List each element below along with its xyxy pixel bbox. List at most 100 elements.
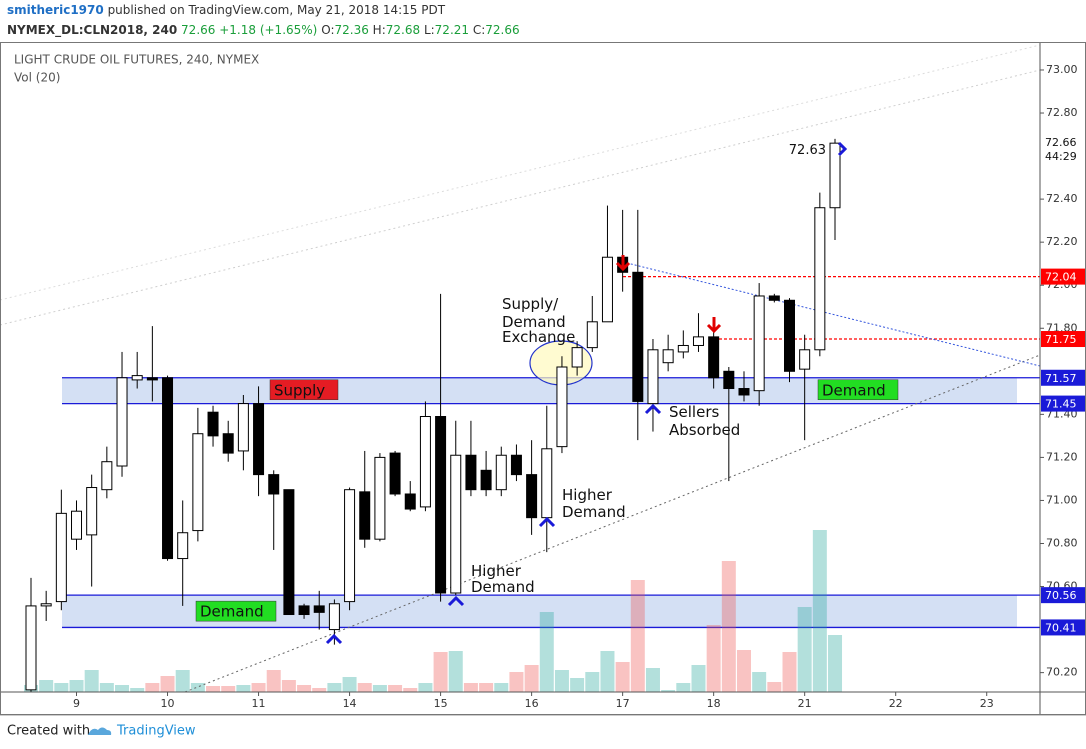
candle-body — [692, 336, 704, 346]
right-arrow — [837, 141, 848, 157]
candle-body — [283, 489, 295, 616]
ohlc-value: 72.21 — [435, 23, 469, 37]
y-tick-label: 70.80 — [1046, 536, 1078, 549]
ohlc-value: 72.66 — [485, 23, 519, 37]
ohlc-label: H: — [373, 23, 386, 37]
zone-label-box — [817, 379, 899, 401]
candle-body — [677, 344, 689, 353]
price-label: 71.57 — [1045, 372, 1077, 385]
volume-bar — [463, 683, 478, 692]
annotation: Sellers Absorbed — [669, 403, 740, 439]
candle-body — [389, 452, 401, 495]
volume-bar — [145, 683, 160, 692]
y-tick-label: 72.40 — [1046, 192, 1078, 205]
candle-body — [495, 454, 507, 491]
volume-bar — [570, 678, 585, 692]
candle-body — [662, 349, 674, 364]
published: published on TradingView.com, May 21, 20… — [108, 3, 446, 17]
volume-bar — [84, 670, 99, 692]
candle-body — [632, 271, 644, 402]
annotation-line: Higher — [471, 562, 522, 580]
candle-body — [404, 493, 416, 510]
annotation-line: Higher — [562, 486, 613, 504]
candle-body — [738, 388, 750, 396]
y-tick-label: 71.00 — [1046, 493, 1078, 506]
candle-body — [753, 295, 765, 392]
volume-bar — [69, 680, 84, 692]
candle-body — [207, 411, 219, 437]
up-arrow — [447, 595, 465, 607]
volume-bar — [691, 665, 706, 692]
y-tick-label: 73.00 — [1046, 63, 1078, 76]
candle-body — [723, 370, 735, 390]
volume — [24, 530, 843, 692]
header-line: smitheric1970 published on TradingView.c… — [7, 3, 446, 17]
volume-bar — [600, 651, 615, 692]
price-label: 70.56 — [1045, 589, 1077, 602]
chart-title: LIGHT CRUDE OIL FUTURES, 240, NYMEX — [14, 53, 259, 67]
volume-bar — [99, 683, 114, 692]
price-label-box — [1041, 331, 1085, 348]
footer-text: Created with — [7, 724, 90, 739]
down-arrow — [615, 255, 631, 272]
volume-bar — [418, 683, 433, 692]
ohlc-value: 72.36 — [334, 23, 368, 37]
volume-bar — [297, 685, 312, 692]
volume-bar — [752, 672, 767, 692]
price-label-box — [1041, 268, 1085, 285]
volume-bar — [160, 676, 175, 692]
up-arrow — [325, 633, 343, 645]
candle-body — [708, 336, 720, 379]
volume-bar — [554, 670, 569, 692]
candles — [25, 138, 841, 692]
price-label: 71.75 — [1045, 333, 1077, 346]
candle-body — [71, 510, 83, 540]
trend-lines — [0, 44, 1041, 693]
volume-bar — [479, 683, 494, 692]
x-tick-label: 23 — [980, 697, 994, 710]
price-label-box — [1041, 619, 1085, 636]
brand-link[interactable]: TradingView — [116, 724, 196, 739]
candle-body — [419, 416, 431, 508]
last-price-box — [1041, 135, 1085, 164]
candle-body — [177, 532, 189, 560]
candle-body — [829, 142, 841, 209]
candle-body — [359, 491, 371, 540]
zone-label: Demand — [822, 381, 886, 399]
candle-body — [222, 433, 234, 454]
ohlc-value: 72.68 — [386, 23, 420, 37]
volume-bar — [115, 685, 130, 692]
volume-bar — [357, 683, 372, 692]
annotation: Higher Demand — [471, 562, 535, 596]
price-label: 71.45 — [1045, 398, 1077, 411]
candle-body — [465, 454, 477, 491]
price-note: 72.63 — [789, 143, 826, 158]
candle-body — [541, 448, 553, 519]
annotation-line: Demand — [502, 313, 566, 331]
candle-body — [253, 403, 265, 476]
candle-body — [116, 377, 128, 467]
candle-body — [268, 474, 280, 495]
y-tick-label: 72.80 — [1046, 106, 1078, 119]
volume-bar — [645, 668, 660, 692]
price-label: 70.41 — [1045, 621, 1077, 634]
last-price: 72.66 — [181, 23, 215, 37]
x-tick-label: 9 — [73, 697, 80, 710]
price-change: +1.18 (+1.65%) — [219, 23, 317, 37]
annotation: Higher Demand — [562, 486, 626, 521]
volume-bar — [797, 607, 812, 692]
volume-bar — [266, 670, 281, 692]
zone-label: Supply — [274, 381, 325, 399]
candle-body — [146, 377, 158, 381]
volume-bar — [630, 580, 645, 692]
ohlc-label: C: — [473, 23, 485, 37]
x-tick-label: 17 — [616, 697, 630, 710]
volume-bar — [312, 688, 327, 692]
y-tick-label: 71.20 — [1046, 450, 1078, 463]
candle-body — [344, 489, 356, 603]
annotation-line: Demand — [562, 503, 626, 521]
price-label: 72.04 — [1045, 271, 1077, 284]
candle-body — [101, 461, 113, 491]
candle-body — [131, 375, 143, 381]
